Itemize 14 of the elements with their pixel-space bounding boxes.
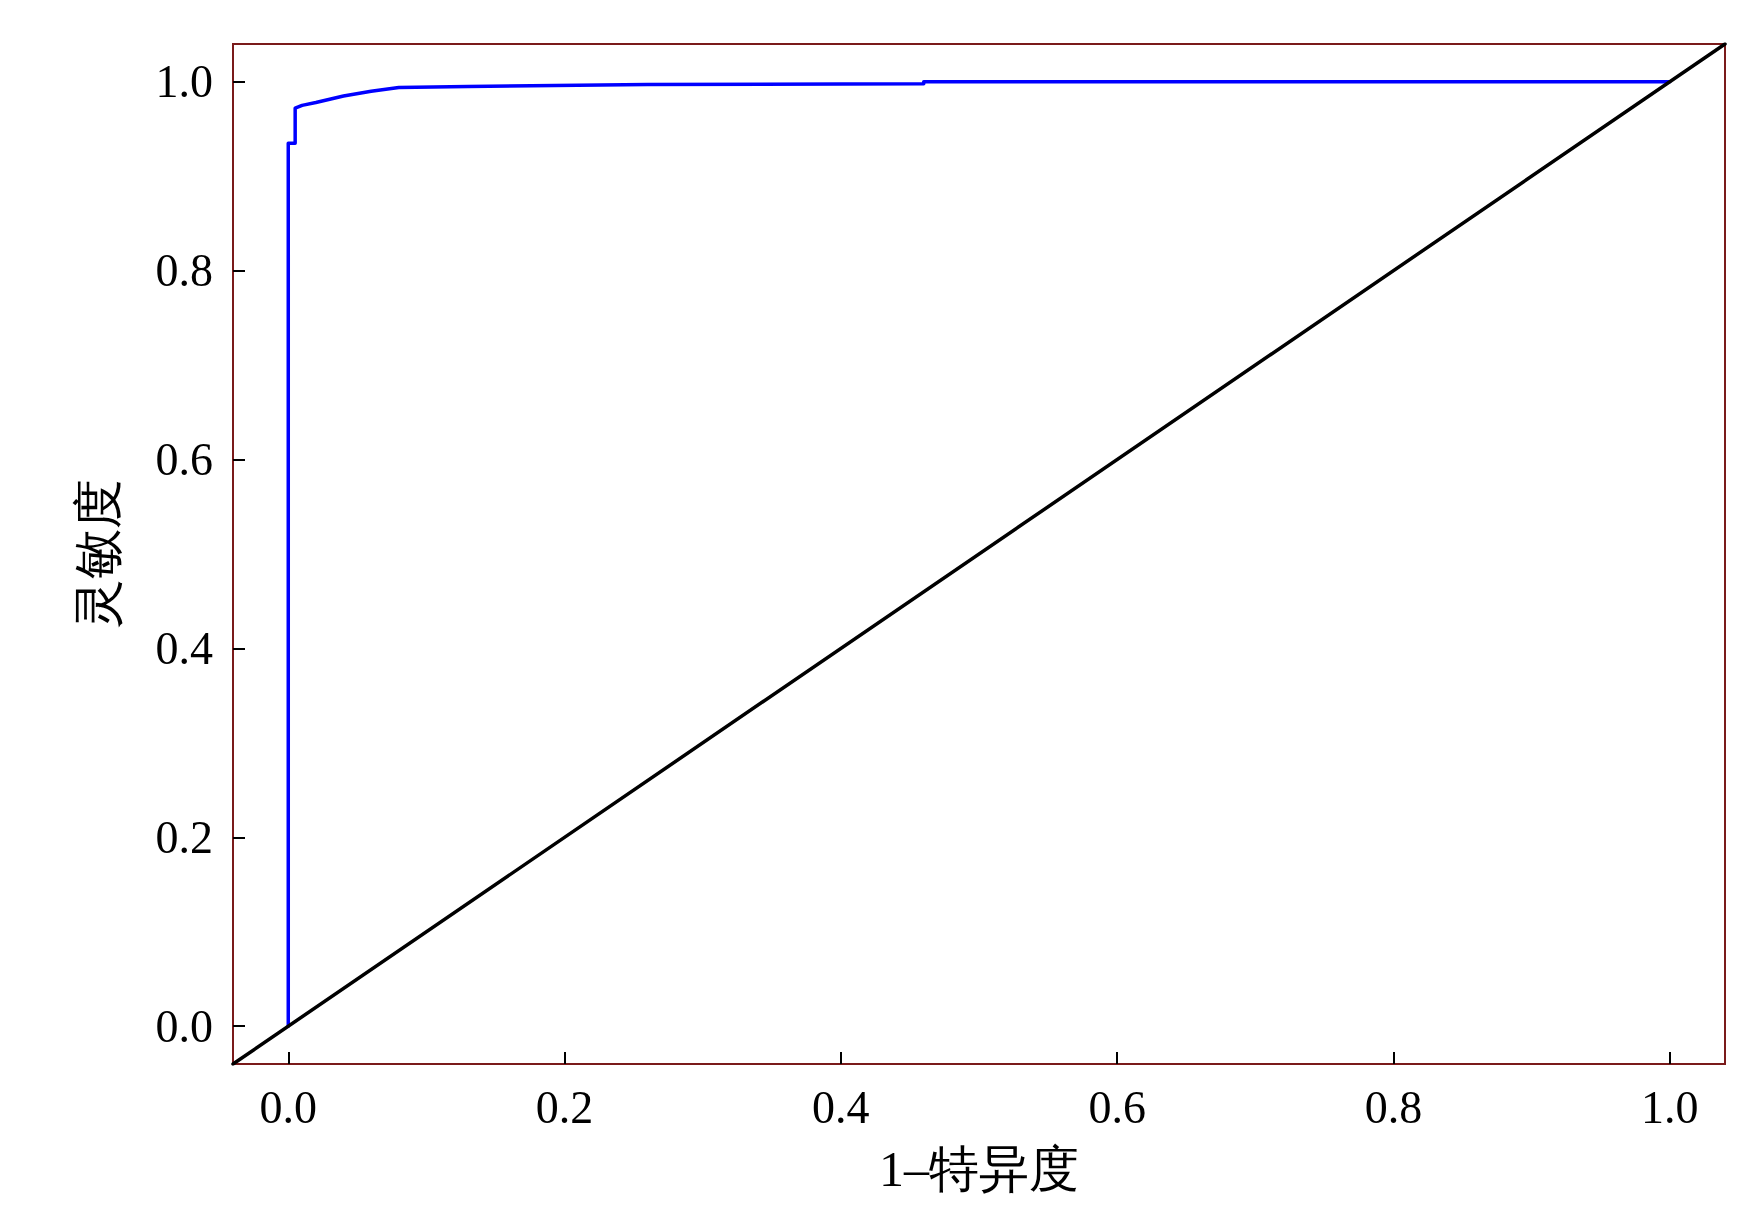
y-tick-label: 0.0: [155, 1000, 213, 1052]
x-tick-label: 0.0: [259, 1081, 318, 1133]
x-tick-label: 1.0: [1640, 1081, 1699, 1133]
y-tick-label: 1.0: [155, 56, 213, 108]
x-tick-label: 0.8: [1364, 1081, 1423, 1133]
y-tick-label: 0.4: [155, 622, 213, 674]
x-axis-title: 1–特异度: [879, 1141, 1079, 1197]
y-tick-label: 0.8: [155, 245, 213, 297]
y-tick-label: 0.6: [155, 434, 213, 486]
y-tick-label: 0.2: [155, 811, 213, 863]
y-axis-title: 灵敏度: [70, 479, 126, 629]
x-tick-label: 0.4: [812, 1081, 870, 1133]
x-tick-label: 0.6: [1088, 1081, 1146, 1133]
x-tick-label: 0.2: [535, 1081, 594, 1133]
